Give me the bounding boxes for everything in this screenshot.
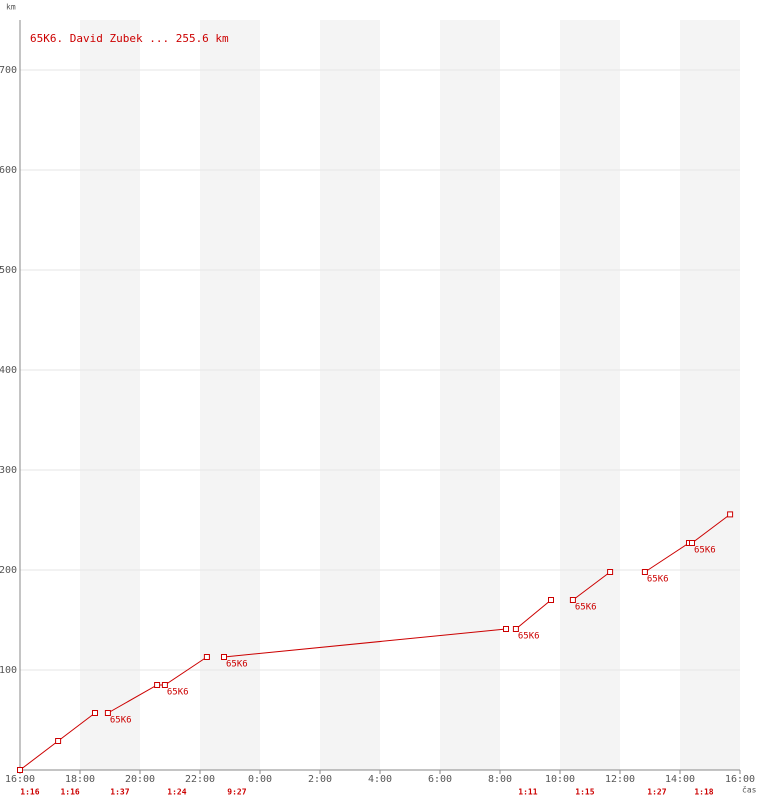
point-label: 65K6 <box>575 603 597 613</box>
duration-label: 1:16 <box>60 788 79 797</box>
band <box>560 20 620 770</box>
y-axis-label: km <box>6 3 16 12</box>
point-label: 65K6 <box>167 688 189 698</box>
x-tick-label: 16:00 <box>5 774 35 785</box>
x-tick-label: 2:00 <box>308 774 332 785</box>
point <box>512 626 519 632</box>
point-label: 65K6 <box>110 716 132 726</box>
x-tick-label: 22:00 <box>185 774 215 785</box>
point <box>548 597 554 603</box>
y-tick-label: 300 <box>0 465 17 476</box>
layer: 100 200 300 400 500 600 700 16:00 18:00 20:00 22:0… <box>0 20 755 797</box>
point-label: 65K6 <box>647 575 669 585</box>
y-tick-label: 600 <box>0 165 17 176</box>
band <box>680 20 740 770</box>
duration-label: 1:18 <box>694 788 713 797</box>
point <box>17 767 23 773</box>
duration-label: 1:27 <box>647 788 666 797</box>
point <box>92 710 98 716</box>
x-tick-label: 12:00 <box>605 774 635 785</box>
point <box>607 569 614 575</box>
x-tick-label: 10:00 <box>545 774 575 785</box>
x-tick-label: 0:00 <box>248 774 272 785</box>
x-tick-label: 14:00 <box>665 774 695 785</box>
x-tick-label: 18:00 <box>65 774 95 785</box>
duration-label: 9:27 <box>227 788 246 797</box>
x-tick-label: 6:00 <box>428 774 452 785</box>
point <box>569 597 576 603</box>
point <box>689 540 695 546</box>
x-tick-label: 8:00 <box>488 774 512 785</box>
duration-label: 1:15 <box>575 788 594 797</box>
x-tick-label: 20:00 <box>125 774 155 785</box>
point <box>154 682 161 688</box>
point <box>221 654 227 660</box>
point <box>104 710 111 716</box>
point-label: 65K6 <box>694 546 716 556</box>
point <box>641 569 648 575</box>
point <box>503 626 509 632</box>
y-tick-label: 200 <box>0 565 17 576</box>
y-tick-label: 100 <box>0 665 17 676</box>
point-label: 65K6 <box>518 632 540 642</box>
duration-label: 1:37 <box>110 788 129 797</box>
bands <box>80 20 740 770</box>
x-axis-label: čas <box>742 785 757 795</box>
point <box>203 654 210 660</box>
y-tick-label: 700 <box>0 65 17 76</box>
point <box>727 511 734 518</box>
band <box>200 20 260 770</box>
point <box>55 738 62 744</box>
duration-label: 1:16 <box>20 788 39 797</box>
duration-label: 1:11 <box>518 788 537 797</box>
x-tick-label: 4:00 <box>368 774 392 785</box>
band <box>320 20 380 770</box>
x-tick-label: 16:00 <box>725 774 755 785</box>
band <box>440 20 500 770</box>
point <box>161 682 168 688</box>
chart-title: 65K6. David Zubek ... 255.6 km <box>30 32 229 45</box>
y-tick-label: 500 <box>0 265 17 276</box>
band <box>80 20 140 770</box>
duration-label: 1:24 <box>167 788 186 797</box>
point-label: 65K6 <box>226 660 248 670</box>
y-tick-label: 400 <box>0 365 17 376</box>
